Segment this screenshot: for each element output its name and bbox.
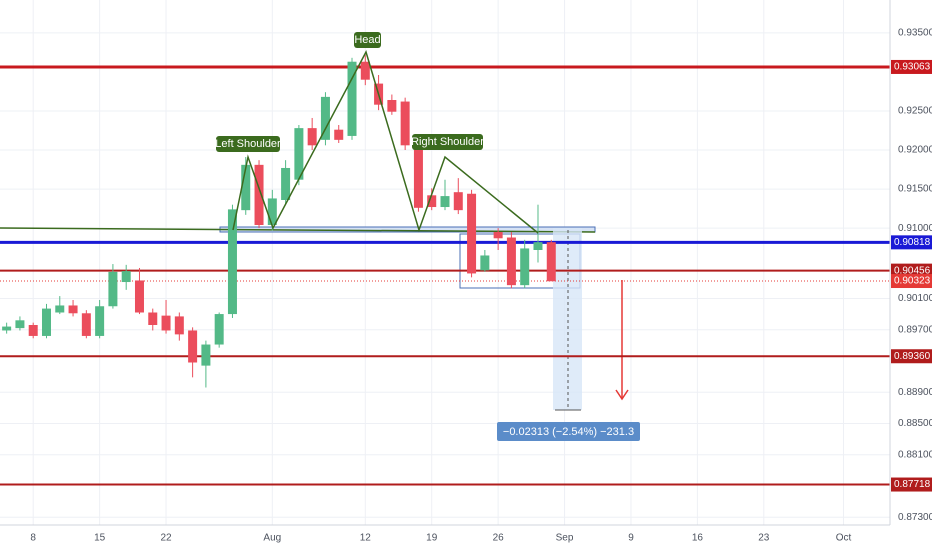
candle-body (440, 196, 450, 208)
x-tick-label: 12 (360, 533, 372, 544)
annotation-bubble (354, 32, 381, 48)
candle-body (360, 61, 370, 80)
axes: 0.93500 0.92500 0.92000 0.91500 0.91000 0.901… (30, 27, 932, 544)
x-tick-label: 22 (160, 533, 172, 544)
candle-body (188, 330, 198, 363)
level-label-box (891, 235, 932, 250)
candle-body (254, 164, 264, 225)
annotation-bubble (412, 134, 483, 150)
measure-label-box (497, 422, 640, 441)
y-tick-label: 0.88900 (898, 387, 932, 398)
candle-body (533, 242, 543, 250)
candle-body (334, 129, 344, 140)
level-label: 0.87718 (894, 479, 931, 490)
candle-body (81, 313, 91, 336)
candle-body (55, 305, 65, 313)
candle-body (214, 314, 224, 345)
candle-body (95, 306, 105, 336)
candle-body (294, 128, 304, 180)
candle-body (2, 326, 12, 331)
candle-body (467, 193, 477, 274)
candle-body (108, 271, 118, 307)
candle-body (453, 192, 463, 211)
y-tick-label: 0.88100 (898, 449, 932, 460)
y-tick-label: 0.87300 (898, 512, 932, 523)
level-label: 0.93063 (894, 62, 931, 73)
candle-body (28, 325, 38, 336)
x-tick-label: Aug (263, 533, 281, 544)
candle-body (480, 255, 490, 271)
candle-body (201, 344, 211, 366)
annotation-bubble (216, 136, 280, 152)
candles (2, 54, 556, 388)
candle-body (174, 316, 184, 335)
annotation: Right Shoulder (411, 136, 484, 148)
y-tick-label: 0.91500 (898, 184, 932, 195)
candle-body (148, 312, 158, 325)
candle-body (520, 248, 530, 286)
candle-body (320, 96, 330, 140)
neckline (0, 227, 596, 233)
candle-body (546, 242, 556, 282)
candle-body (413, 147, 423, 208)
y-tick-label: 0.89700 (898, 324, 932, 335)
x-tick-label: 23 (758, 533, 770, 544)
level-label: 0.89360 (894, 351, 931, 362)
candle-body (347, 61, 357, 136)
candle-body (134, 280, 144, 313)
x-tick-label: 15 (94, 533, 106, 544)
measure-label: −0.02313 (−2.54%) −231.3 (503, 426, 634, 438)
candle-body (41, 308, 51, 336)
candle-body (506, 237, 516, 286)
level-label: 0.90818 (894, 237, 931, 248)
levels (0, 65, 890, 486)
y-tick-label: 0.93500 (898, 27, 932, 38)
candle-body (267, 198, 277, 225)
y-tick-label: 0.91000 (898, 223, 932, 234)
candle-body (400, 101, 410, 146)
x-tick-label: Sep (556, 533, 574, 544)
measure-zone (553, 228, 582, 410)
candle-body (387, 100, 397, 112)
candle-body (241, 164, 251, 211)
candle-body (227, 209, 237, 315)
candle-body (68, 305, 78, 314)
candle-body (307, 128, 317, 146)
y-tick-label: 0.92500 (898, 106, 932, 117)
candle-body (161, 315, 171, 331)
x-tick-label: Oct (836, 533, 852, 544)
candle-body (15, 320, 25, 329)
level-label-box (891, 274, 932, 289)
x-tick-label: 19 (426, 533, 438, 544)
candle-body (121, 271, 131, 283)
pattern-line (232, 50, 539, 234)
level-label-box (891, 477, 932, 492)
y-tick-label: 0.88500 (898, 418, 932, 429)
annotation: Left Shoulder (215, 138, 281, 150)
y-tick-label: 0.90100 (898, 293, 932, 304)
level-label-box (891, 59, 932, 74)
target-arrow-head (615, 389, 629, 401)
level-label: 0.90456 (894, 265, 931, 276)
y-tick-label: 0.92000 (898, 145, 932, 156)
level-label-box (891, 349, 932, 364)
x-tick-label: 9 (628, 533, 634, 544)
x-tick-label: 8 (30, 533, 36, 544)
x-tick-label: 26 (493, 533, 505, 544)
candle-body (427, 195, 437, 208)
level-label: 0.90323 (894, 276, 931, 287)
candle-body (281, 167, 291, 200)
candle-body (493, 232, 503, 239)
x-tick-label: 16 (692, 533, 704, 544)
annotation: Head (354, 34, 380, 46)
